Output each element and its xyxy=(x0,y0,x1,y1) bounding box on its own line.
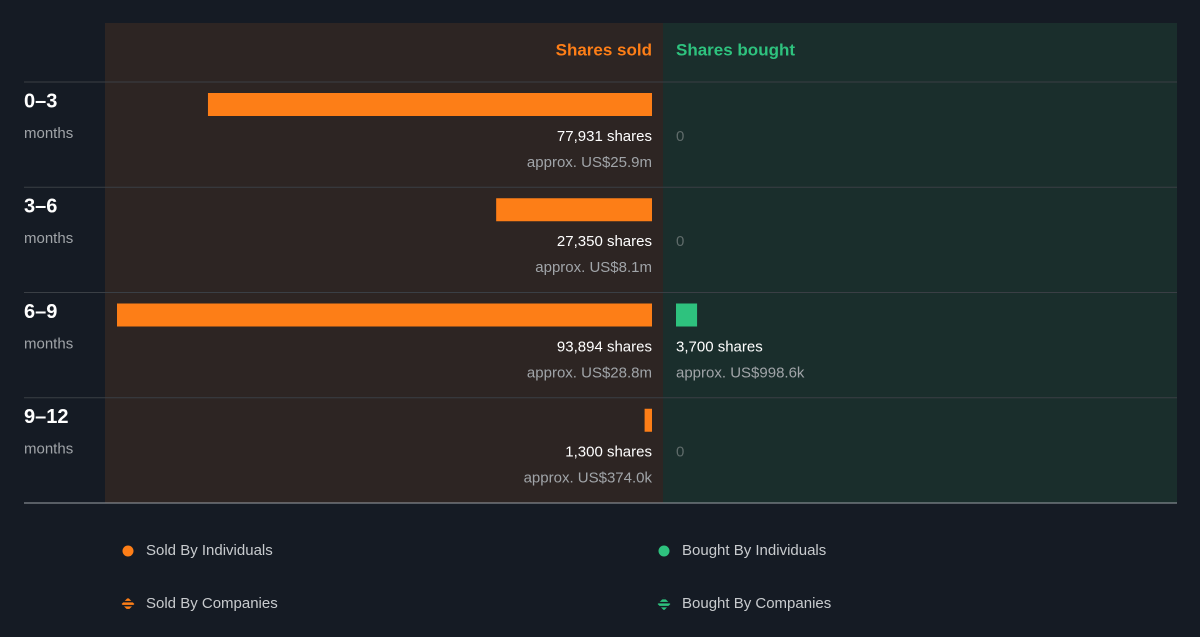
value-label: approx. US$25.9m xyxy=(527,154,652,171)
period-label: 0–3 xyxy=(24,90,57,112)
shares-label: 77,931 shares xyxy=(557,128,652,145)
legend-swatch xyxy=(658,545,670,557)
period-unit: months xyxy=(24,335,73,352)
shares-label: 3,700 shares xyxy=(676,338,763,355)
bought-bar xyxy=(676,303,698,327)
shares-label: 0 xyxy=(676,233,684,250)
value-label: approx. US$8.1m xyxy=(535,259,652,276)
period-label: 3–6 xyxy=(24,196,57,218)
shares-label: 27,350 shares xyxy=(557,233,652,250)
sold-bar xyxy=(117,303,652,327)
value-label: approx. US$374.0k xyxy=(524,470,653,487)
shares-label: 0 xyxy=(676,444,684,461)
legend-label: Sold By Individuals xyxy=(146,542,273,559)
bought-header: Shares bought xyxy=(676,40,795,59)
period-unit: months xyxy=(24,125,73,142)
legend-label: Sold By Companies xyxy=(146,595,278,612)
legend-swatch xyxy=(122,545,134,557)
bought-panel xyxy=(663,23,1177,503)
value-label: approx. US$28.8m xyxy=(527,364,652,381)
sold-header: Shares sold xyxy=(556,40,652,59)
period-label: 6–9 xyxy=(24,301,57,323)
sold-bar xyxy=(207,93,652,116)
sold-bar xyxy=(496,198,652,222)
legend-swatch xyxy=(121,597,135,611)
period-unit: months xyxy=(24,441,73,458)
shares-label: 93,894 shares xyxy=(557,338,652,355)
legend-label: Bought By Companies xyxy=(682,595,831,612)
period-unit: months xyxy=(24,230,73,247)
value-label: approx. US$998.6k xyxy=(676,364,805,381)
shares-label: 0 xyxy=(676,128,684,145)
legend-label: Bought By Individuals xyxy=(682,542,826,559)
legend-swatch xyxy=(657,597,671,611)
period-label: 9–12 xyxy=(24,406,69,428)
sold-bar xyxy=(644,408,652,432)
shares-label: 1,300 shares xyxy=(565,444,652,461)
